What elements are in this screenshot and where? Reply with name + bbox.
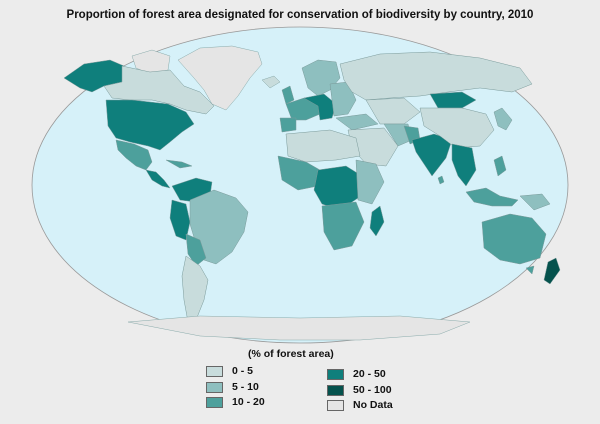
region-antarctica	[127, 315, 471, 341]
legend-item-no-data: No Data	[327, 399, 393, 411]
region-canada	[103, 65, 215, 115]
map-title: Proportion of forest area designated for…	[66, 9, 534, 21]
legend-swatch	[327, 399, 344, 411]
region-mongolia	[429, 91, 477, 109]
legend-swatch	[206, 381, 223, 393]
legend-item-20-50: 20 - 50	[327, 368, 386, 380]
region-madagascar	[369, 205, 385, 237]
region-bolivia-paraguay	[185, 233, 207, 267]
region-philippines	[493, 155, 507, 177]
region-north-africa	[285, 129, 361, 163]
legend-swatch	[206, 365, 223, 377]
region-iberia	[279, 117, 297, 133]
legend-swatch	[327, 384, 344, 396]
region-indonesia	[465, 187, 519, 207]
region-sri-lanka	[437, 175, 445, 185]
region-papua	[519, 193, 551, 211]
legend-label: 10 - 20	[232, 396, 265, 408]
region-tasmania	[525, 265, 535, 275]
region-china	[419, 107, 495, 149]
region-uk	[281, 85, 295, 105]
region-eastern-europe	[329, 81, 357, 117]
region-southern-africa	[321, 201, 365, 251]
legend-swatch	[327, 368, 344, 380]
region-central-europe	[303, 93, 337, 121]
legend-label: 50 - 100	[353, 384, 392, 396]
region-new-zealand	[543, 257, 561, 285]
legend-item-0-5: 0 - 5	[206, 365, 253, 377]
legend-label: 5 - 10	[232, 381, 259, 393]
legend-item-10-20: 10 - 20	[206, 396, 265, 408]
region-india	[411, 133, 453, 177]
region-russia	[339, 51, 533, 101]
region-korea-japan	[493, 107, 513, 131]
region-australia	[481, 213, 547, 265]
region-iceland	[261, 75, 281, 89]
region-usa	[105, 99, 195, 151]
legend-label: 0 - 5	[232, 365, 254, 377]
region-central-america	[145, 169, 171, 189]
region-central-asia	[365, 97, 421, 125]
legend-item-50-100: 50 - 100	[327, 384, 392, 396]
legend-item-5-10: 5 - 10	[206, 381, 259, 393]
region-peru-ecuador	[169, 199, 191, 241]
legend-swatch	[206, 396, 223, 408]
region-greenland	[177, 45, 263, 111]
region-mainland-se-asia	[451, 143, 477, 187]
legend-label: No Data	[353, 399, 393, 411]
legend-label: 20 - 50	[353, 368, 386, 380]
region-turkey-caucasus	[335, 113, 379, 131]
legend-title: (% of forest area)	[248, 348, 334, 360]
region-east-africa	[355, 159, 385, 205]
region-caribbean	[165, 159, 193, 169]
